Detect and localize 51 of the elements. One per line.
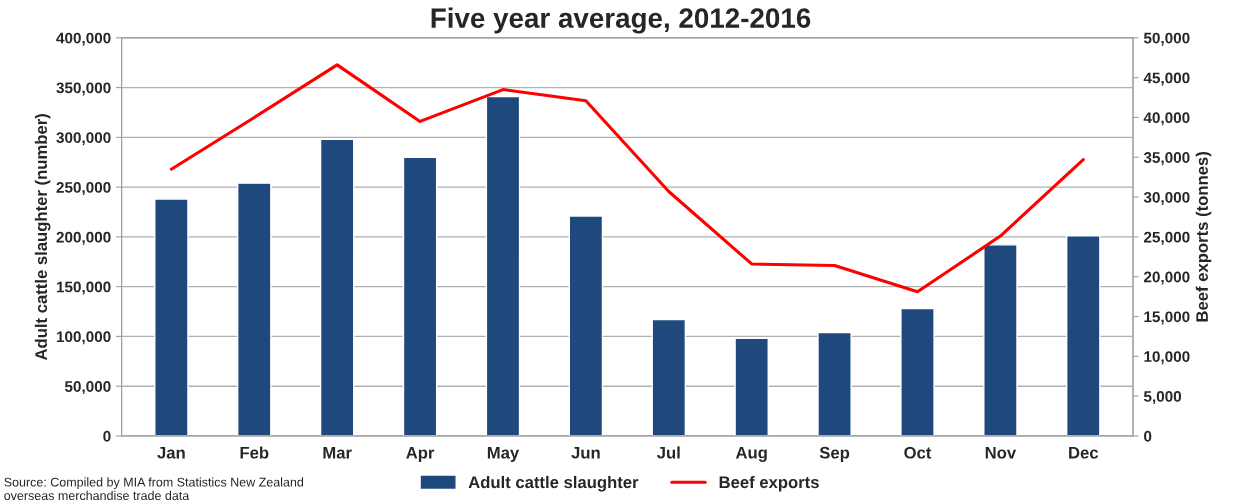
y-tick-label: 200,000 (56, 231, 111, 245)
x-tick-label: Oct (904, 446, 932, 459)
bar (485, 95, 521, 436)
y-tick-label: 350,000 (56, 82, 111, 96)
y2-tick-label: 40,000 (1143, 112, 1190, 126)
chart-title: Five year average, 2012-2016 (431, 7, 811, 34)
x-tick-label: Dec (1069, 446, 1099, 459)
y2-tick-label: 10,000 (1144, 351, 1190, 365)
x-tick-label: May (487, 446, 520, 462)
y2-axis-title: Beef exports (tonnes) (1195, 152, 1212, 322)
y2-tick-label: 20,000 (1143, 271, 1190, 285)
x-tick-label: Feb (240, 446, 269, 459)
y-tick-label: 400,000 (56, 32, 111, 46)
x-tick-label: Apr (406, 446, 435, 462)
y2-tick-label: 15,000 (1144, 311, 1190, 325)
x-tick-label: Aug (735, 446, 767, 462)
y-tick-label: 300,000 (56, 132, 111, 146)
legend-label: Beef exports (719, 475, 819, 492)
x-tick-label: Jan (157, 446, 185, 459)
bar (568, 215, 604, 436)
y2-tick-label: 0 (1144, 430, 1152, 442)
y-tick-label: 50,000 (64, 381, 111, 395)
y2-tick-label: 30,000 (1143, 191, 1190, 205)
y2-tick-label: 25,000 (1143, 231, 1190, 245)
line-series (169, 63, 1085, 294)
bar (1066, 235, 1101, 436)
bar (983, 244, 1018, 436)
bar (817, 331, 852, 436)
y2-tick-label: 35,000 (1143, 152, 1190, 166)
legend-label: Adult cattle slaughter (468, 475, 639, 492)
y-axis-title: Adult cattle slaughter (number) (34, 114, 51, 361)
y-tick-label: 0 (103, 430, 111, 442)
y2-tick-label: 5,000 (1143, 391, 1182, 405)
bar (236, 182, 272, 436)
x-tick-label: Jul (656, 446, 680, 459)
x-tick-label: Mar (323, 446, 352, 459)
bar (402, 156, 438, 436)
bar (154, 198, 189, 436)
bar (651, 318, 687, 436)
x-tick-label: Jun (571, 446, 600, 459)
bar (734, 337, 769, 436)
bar (319, 138, 355, 436)
x-tick-label: Nov (985, 446, 1017, 459)
y2-tick-label: 50,000 (1143, 32, 1190, 46)
y-tick-label: 250,000 (56, 181, 111, 196)
bar (900, 307, 935, 436)
y-tick-label: 150,000 (56, 281, 111, 295)
y-tick-label: 100,000 (56, 331, 111, 345)
source-note: Source: Compiled by MIA from Statistics New Zealand overseas merchandise trade data (4, 477, 304, 501)
x-tick-label: Sep (819, 446, 850, 462)
y2-tick-label: 45,000 (1143, 72, 1190, 86)
